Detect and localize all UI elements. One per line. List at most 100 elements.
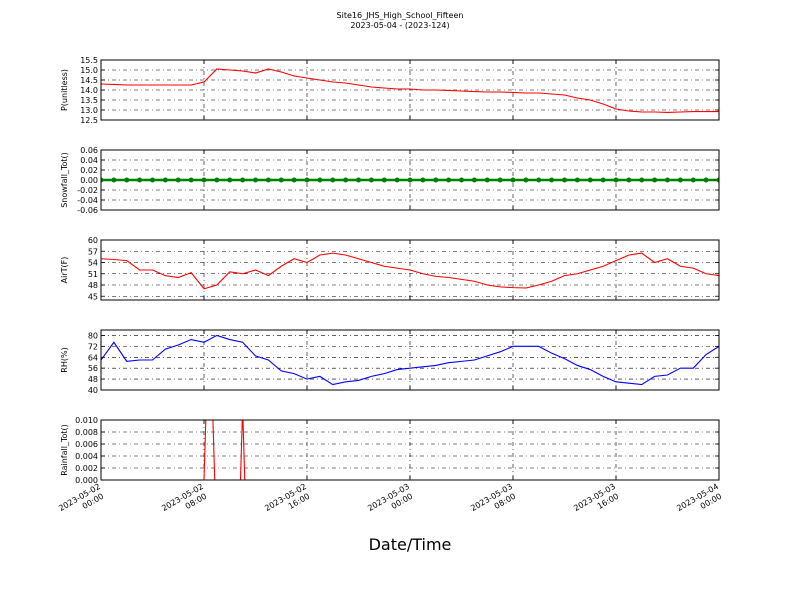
data-point: [175, 177, 181, 183]
y-axis-label: P(unitless): [60, 69, 69, 111]
data-line: [101, 420, 719, 480]
data-point: [124, 177, 130, 183]
x-tick-label: 2023-05-0400:00: [675, 482, 725, 522]
data-point: [484, 177, 490, 183]
data-point: [278, 177, 284, 183]
data-point: [703, 177, 709, 183]
data-point: [459, 177, 464, 183]
data-point: [497, 177, 503, 183]
data-point: [420, 177, 426, 183]
plot-frame: [100, 59, 720, 121]
data-point: [716, 177, 719, 183]
y-tick-label: 0.002: [75, 464, 98, 473]
y-tick-label: 0.010: [75, 416, 98, 425]
data-point: [162, 177, 168, 183]
data-point: [613, 177, 619, 183]
data-point: [137, 177, 143, 183]
data-point: [587, 177, 593, 183]
y-tick-label: 0.006: [75, 440, 98, 449]
x-tick-label: 2023-05-0308:00: [469, 482, 519, 522]
data-point: [304, 177, 310, 183]
data-point: [111, 177, 117, 183]
data-point: [549, 177, 555, 183]
data-point: [433, 177, 439, 183]
data-point: [523, 177, 529, 183]
data-point: [446, 177, 452, 183]
data-point: [101, 177, 104, 183]
x-tick-label: 2023-05-0200:00: [57, 482, 107, 522]
data-point: [201, 177, 207, 183]
y-tick-label: 14.5: [80, 76, 98, 85]
data-point: [652, 177, 658, 183]
y-tick-label: 13.0: [80, 106, 98, 115]
y-tick-label: 51: [88, 270, 98, 279]
y-tick-label: 40: [88, 386, 98, 395]
y-tick-label: 15.5: [80, 56, 98, 65]
data-point: [356, 177, 361, 183]
plot-area: [101, 177, 719, 183]
y-axis-label: RH(%): [60, 347, 69, 372]
data-point: [639, 177, 645, 183]
y-tick-label: 0.004: [75, 452, 98, 461]
plot-area: [101, 334, 719, 386]
y-tick-label: -0.02: [77, 186, 98, 195]
y-tick-label: -0.06: [77, 206, 98, 215]
data-point: [343, 177, 349, 183]
y-tick-label: 0.06: [80, 146, 98, 155]
plot-frame: [100, 149, 720, 211]
y-tick-label: 45: [88, 292, 98, 301]
data-point: [562, 177, 567, 183]
chart-title: Site16_JHS_High_School_Fifteen: [337, 11, 464, 20]
y-axis-label: AirT(F): [60, 257, 69, 284]
y-tick-label: 48: [88, 375, 98, 384]
data-point: [291, 177, 297, 183]
data-point: [626, 177, 632, 183]
x-tick-label: 2023-05-0300:00: [366, 482, 416, 522]
data-point: [471, 177, 477, 183]
plot-frame: [100, 329, 720, 391]
data-point: [188, 177, 194, 183]
y-tick-label: 56: [88, 364, 98, 373]
y-axis-label: Rainfall_Tot(): [60, 424, 69, 476]
data-point: [665, 177, 670, 183]
y-tick-label: 72: [88, 342, 98, 351]
data-line: [101, 68, 719, 113]
y-tick-label: 60: [88, 236, 98, 245]
data-point: [574, 177, 580, 183]
x-axis-label: Date/Time: [369, 535, 452, 554]
y-tick-label: 13.5: [80, 96, 98, 105]
plot-area: [101, 420, 719, 480]
y-tick-label: 0.00: [80, 176, 98, 185]
x-tick-label: 2023-05-0316:00: [572, 482, 622, 522]
y-tick-label: 15.0: [80, 66, 98, 75]
data-point: [214, 177, 220, 183]
data-line: [101, 334, 719, 386]
y-tick-label: 57: [88, 247, 98, 256]
y-tick-label: 64: [88, 353, 98, 362]
y-tick-label: 48: [88, 281, 98, 290]
data-point: [330, 177, 336, 183]
data-point: [381, 177, 387, 183]
data-line: [101, 252, 719, 290]
plot-frame: [100, 239, 720, 301]
data-point: [317, 177, 323, 183]
data-point: [150, 177, 155, 183]
x-tick-label: 2023-05-0208:00: [160, 482, 210, 522]
data-point: [510, 177, 516, 183]
data-point: [394, 177, 400, 183]
y-tick-label: 14.0: [80, 86, 98, 95]
y-tick-label: 80: [88, 331, 98, 340]
data-point: [253, 177, 258, 183]
data-point: [600, 177, 606, 183]
data-point: [227, 177, 233, 183]
data-point: [407, 177, 413, 183]
y-tick-label: 54: [88, 259, 98, 268]
plot-area: [101, 252, 719, 290]
y-tick-label: 0.02: [80, 166, 98, 175]
plot-area: [101, 68, 719, 113]
y-tick-label: -0.04: [77, 196, 98, 205]
data-point: [240, 177, 246, 183]
data-point: [265, 177, 271, 183]
x-tick-label: 2023-05-0216:00: [263, 482, 313, 522]
